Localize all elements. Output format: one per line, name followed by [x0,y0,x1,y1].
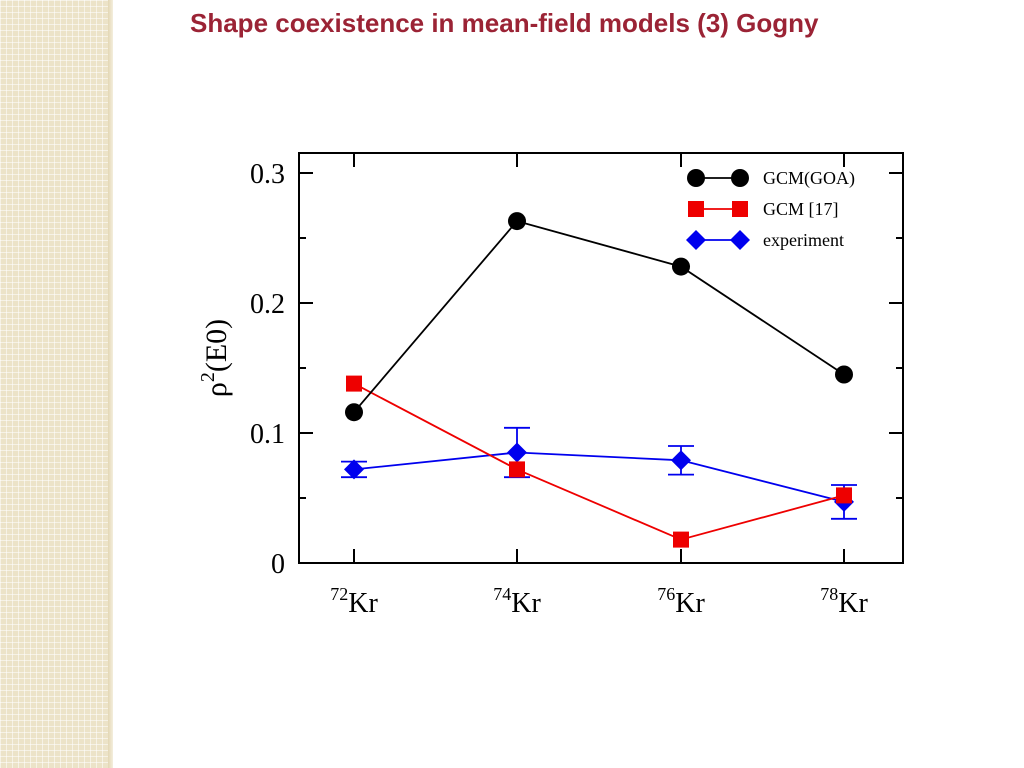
legend-label: experiment [763,230,844,250]
slide-title: Shape coexistence in mean-field models (… [190,8,819,38]
data-point [671,450,691,471]
x-tick-label: 72Kr [330,584,378,619]
x-tick-element: Kr [838,588,868,619]
x-tick-element: Kr [348,588,378,619]
legend: GCM(GOA) GCM [17] experiment [686,168,855,250]
series-line [353,220,845,413]
legend-entry: GCM(GOA) [687,168,855,189]
x-axis: 72Kr 74Kr 76Kr 78Kr [330,153,868,619]
legend-marker-left [686,230,706,250]
x-tick-element: Kr [675,588,705,619]
data-point [346,375,362,392]
x-tick-mass-number: 76 [657,584,675,604]
data-point [836,487,852,504]
decorative-side-edge [108,0,113,768]
series-line [353,451,845,503]
data-point [345,403,363,422]
decorative-side-strip [0,0,113,768]
data-point [508,212,526,231]
legend-entry: GCM [17] [688,199,839,219]
legend-marker-right [730,230,750,250]
series-circle [345,212,853,422]
x-tick-label: 78Kr [820,584,868,619]
data-point [835,365,853,384]
series-line [353,382,845,541]
data-point [673,531,689,548]
y-axis-label-superscript: 2 [197,372,219,382]
x-tick-label: 76Kr [657,584,705,619]
data-point [672,257,690,276]
legend-label: GCM(GOA) [763,168,855,189]
data-point [509,461,525,478]
x-tick-mass-number: 78 [820,584,838,604]
y-tick-label: 0.2 [250,289,285,320]
y-axis-label: ρ2(E0) [197,319,233,397]
series-layer [341,212,857,548]
y-axis-label-rest: (E0) [200,319,233,372]
y-tick-label: 0.3 [250,159,285,190]
y-axis-label-base: ρ [200,382,233,397]
legend-label: GCM [17] [763,199,839,219]
y-axis: 0 0.1 0.2 0.3 [250,159,903,580]
data-point [344,459,364,480]
y-tick-label: 0 [271,549,285,580]
x-tick-label: 74Kr [493,584,541,619]
x-tick-element: Kr [511,588,541,619]
data-point [507,442,527,463]
y-tick-label: 0.1 [250,419,285,450]
x-tick-mass-number: 72 [330,584,348,604]
series-square [346,375,852,548]
legend-entry: experiment [686,230,844,250]
legend-marker-left [688,201,704,217]
x-tick-mass-number: 74 [493,584,511,604]
legend-marker-right [731,169,749,187]
legend-marker-left [687,169,705,187]
legend-marker-right [732,201,748,217]
